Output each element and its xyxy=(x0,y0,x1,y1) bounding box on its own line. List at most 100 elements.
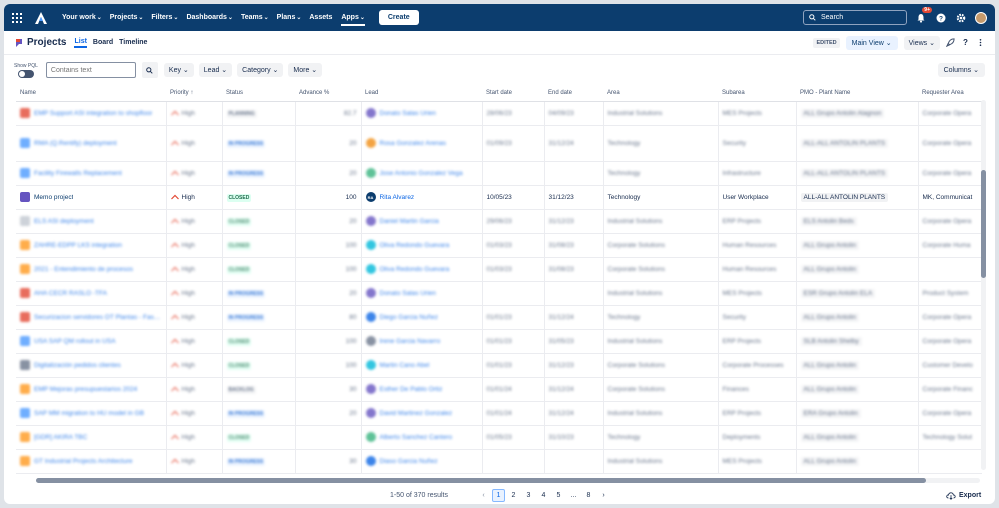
next-page-button[interactable]: › xyxy=(602,492,605,499)
lead-name-link[interactable]: Alberto Sanchez Cantero xyxy=(379,433,453,441)
help-button[interactable]: ? xyxy=(935,12,947,24)
lead-name-link[interactable]: Irene Garcia Navarro xyxy=(379,337,441,345)
app-switcher-icon[interactable] xyxy=(12,12,22,23)
lead-name-link[interactable]: Oliva Redondo Guevara xyxy=(379,265,450,273)
previous-page-button[interactable]: ‹ xyxy=(482,492,485,499)
project-name-link[interactable]: ELS ASI deployment xyxy=(34,217,94,225)
lead-name-link[interactable]: Esther De Pablo Ortiz xyxy=(379,385,443,393)
status-badge[interactable]: CLOSED xyxy=(226,361,252,370)
column-header[interactable]: Lead xyxy=(361,85,482,102)
project-name-link[interactable]: RMA (Q.Rentify) deployment xyxy=(34,139,117,147)
table-row[interactable]: ELS ASI deployment High CLOSED 20 Daniel Mar… xyxy=(16,209,982,234)
column-header[interactable]: Name xyxy=(16,85,166,102)
help-icon[interactable]: ? xyxy=(961,38,970,47)
project-name-link[interactable]: EMP Support ASI integration to shopfloor xyxy=(34,109,153,117)
status-badge[interactable]: CLOSED xyxy=(226,241,252,250)
tab-board[interactable]: Board xyxy=(92,39,114,46)
status-badge[interactable]: CLOSED xyxy=(226,337,252,346)
project-name-link[interactable]: 2021 - Entendimiento de procesos xyxy=(34,265,134,273)
status-badge[interactable]: CLOSED xyxy=(226,433,252,442)
lead-name-link[interactable]: Rita Alvarez xyxy=(379,193,415,201)
show-pql-toggle[interactable] xyxy=(17,69,34,78)
nav-projects[interactable]: Projects⌄ xyxy=(110,14,144,21)
project-name-link[interactable]: Securizacion servidores OT Plantas - Fas… xyxy=(34,313,162,321)
project-name-link[interactable]: Memo project xyxy=(34,193,74,201)
table-row[interactable]: EMP Mejoras presupuestarios 2024 High BACK… xyxy=(16,377,982,402)
table-row[interactable]: RMA (Q.Rentify) deployment High IN PROGRES… xyxy=(16,125,982,162)
column-header[interactable]: Area xyxy=(603,85,718,102)
status-badge[interactable]: IN PROGRESS xyxy=(226,169,266,178)
more-options-icon[interactable] xyxy=(976,38,985,47)
status-badge[interactable]: BACKLOG xyxy=(226,385,256,394)
nav-teams[interactable]: Teams⌄ xyxy=(241,14,269,21)
project-name-link[interactable]: ZAHRE-EDPP LKS integration xyxy=(34,241,123,249)
table-row[interactable]: Digitalización pedidos clientes High CLOSE… xyxy=(16,353,982,378)
page-button[interactable]: 8 xyxy=(586,492,591,499)
contains-text-input[interactable] xyxy=(45,62,136,78)
status-badge[interactable]: CLOSED xyxy=(226,265,252,274)
lead-name-link[interactable]: Donato Salas Urien xyxy=(379,109,436,117)
lead-name-link[interactable]: Oliva Redondo Guevara xyxy=(379,241,450,249)
lead-name-link[interactable]: Rosa Gonzalez Arenas xyxy=(379,139,446,147)
horizontal-scroll-thumb[interactable] xyxy=(36,478,926,483)
main-view-select[interactable]: Main View ⌄ xyxy=(845,35,898,50)
lead-name-link[interactable]: Martin Cano Abel xyxy=(379,361,430,369)
column-header[interactable]: Status xyxy=(222,85,295,102)
vertical-scrollbar[interactable] xyxy=(981,100,986,470)
status-badge[interactable]: IN PROGRESS xyxy=(226,457,266,466)
project-name-link[interactable]: SAP MM migration to HU model in GB xyxy=(34,409,145,417)
column-header[interactable]: End date xyxy=(544,85,603,102)
nav-plans[interactable]: Plans⌄ xyxy=(277,14,302,21)
product-logo-icon[interactable] xyxy=(34,11,48,25)
lead-name-link[interactable]: Daniel Martin Garcia xyxy=(379,217,439,225)
project-name-link[interactable]: AHA CECR RASLO -TFA xyxy=(34,289,107,297)
nav-apps[interactable]: Apps⌄ xyxy=(341,14,365,26)
column-header[interactable]: Advance % xyxy=(295,85,361,102)
page-button[interactable]: 3 xyxy=(526,492,531,499)
status-badge[interactable]: IN PROGRESS xyxy=(226,289,266,298)
columns-button[interactable]: Columns ⌄ xyxy=(937,63,985,77)
status-badge[interactable]: PLANNING xyxy=(226,109,257,118)
column-header[interactable]: Subarea xyxy=(718,85,796,102)
status-badge[interactable]: IN PROGRESS xyxy=(226,313,266,322)
page-button[interactable]: 2 xyxy=(511,492,516,499)
lead-name-link[interactable]: Donato Salas Urien xyxy=(379,289,436,297)
nav-your-work[interactable]: Your work⌄ xyxy=(62,14,102,21)
lead-name-link[interactable]: Diaso Garcia Nuñez xyxy=(379,457,438,465)
more-filter-button[interactable]: More ⌄ xyxy=(288,63,323,77)
table-row[interactable]: AHA CECR RASLO -TFA High IN PROGRESS 20 Dona… xyxy=(16,281,982,306)
project-name-link[interactable]: EMP Mejoras presupuestarios 2024 xyxy=(34,385,138,393)
nav-filters[interactable]: Filters⌄ xyxy=(151,14,178,21)
notifications-button[interactable]: 9+ xyxy=(915,6,932,24)
user-avatar[interactable] xyxy=(975,11,987,24)
table-row[interactable]: EMP Support ASI integration to shopfloor… xyxy=(16,101,982,126)
nav-assets[interactable]: Assets xyxy=(309,14,333,21)
global-search-input[interactable]: Search xyxy=(803,10,907,25)
page-button[interactable]: 1 xyxy=(492,489,505,502)
project-name-link[interactable]: Digitalización pedidos clientes xyxy=(34,361,121,369)
rocket-icon[interactable] xyxy=(946,38,955,47)
project-name-link[interactable]: [GDR] AKIRA TBC xyxy=(34,433,88,441)
vertical-scroll-thumb[interactable] xyxy=(981,170,986,278)
lead-filter-button[interactable]: Lead ⌄ xyxy=(198,63,233,77)
category-filter-button[interactable]: Category ⌄ xyxy=(237,63,284,77)
page-button[interactable]: ... xyxy=(570,492,577,499)
project-name-link[interactable]: GT Industrial Projects Architecture xyxy=(34,457,133,465)
table-row[interactable]: 2021 - Entendimiento de procesos High CLOS… xyxy=(16,257,982,282)
filter-search-button[interactable] xyxy=(141,62,158,78)
tab-list[interactable]: List xyxy=(74,38,87,48)
column-header[interactable]: Priority ↑ xyxy=(166,85,222,102)
column-header[interactable]: Start date xyxy=(482,85,544,102)
project-name-link[interactable]: USA SAP QM rollout in USA xyxy=(34,337,116,345)
create-button[interactable]: Create xyxy=(378,10,419,25)
table-row[interactable]: ZAHRE-EDPP LKS integration High CLOSED 100 O… xyxy=(16,233,982,258)
views-menu-button[interactable]: Views ⌄ xyxy=(903,35,940,50)
status-badge[interactable]: IN PROGRESS xyxy=(226,409,266,418)
status-badge[interactable]: IN PROGRESS xyxy=(226,139,266,148)
status-badge[interactable]: CLOSED xyxy=(226,193,252,202)
table-row[interactable]: USA SAP QM rollout in USA High CLOSED 100 Ir… xyxy=(16,329,982,354)
table-row[interactable]: GT Industrial Projects Architecture High I… xyxy=(16,449,982,474)
horizontal-scrollbar[interactable] xyxy=(36,478,980,483)
project-name-link[interactable]: Facility Firewalls Replacement xyxy=(34,169,122,177)
table-row[interactable]: [GDR] AKIRA TBC High CLOSED Alberto Sanchez… xyxy=(16,425,982,450)
